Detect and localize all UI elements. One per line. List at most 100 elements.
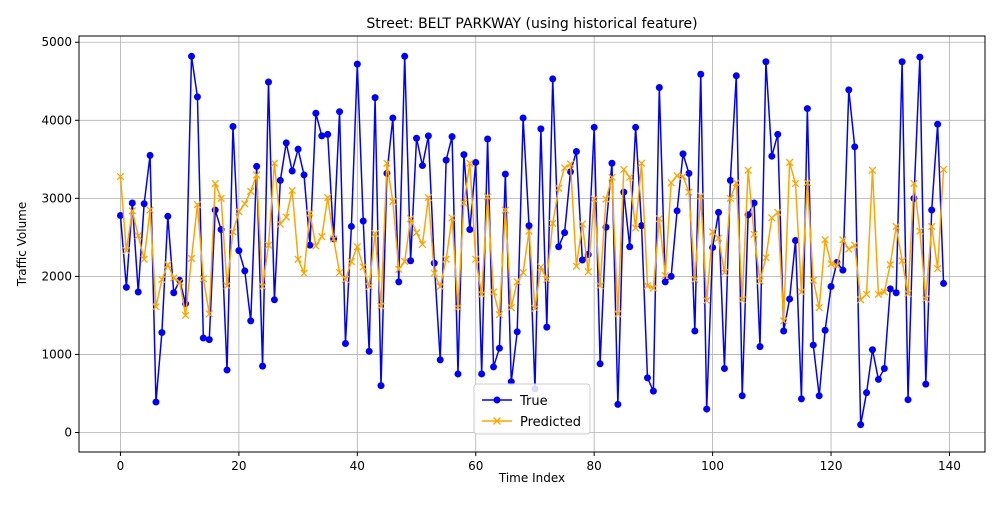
- data-point-true: [726, 176, 734, 184]
- data-point-true: [247, 317, 255, 325]
- data-point-true: [306, 241, 314, 249]
- data-point-true: [928, 206, 936, 214]
- x-tick-label: 140: [938, 459, 961, 473]
- data-point-predicted: [886, 260, 895, 269]
- data-point-true: [886, 285, 894, 293]
- data-point-predicted: [892, 222, 900, 231]
- data-point-true: [259, 362, 267, 370]
- data-point-predicted: [531, 304, 539, 313]
- data-point-true: [519, 114, 527, 122]
- data-point-predicted: [495, 310, 504, 319]
- data-point-true: [484, 135, 492, 143]
- data-point-true: [318, 132, 326, 140]
- data-point-predicted: [850, 241, 859, 249]
- data-point-predicted: [620, 165, 628, 174]
- x-tick-label: 120: [820, 459, 843, 473]
- data-point-true: [774, 130, 782, 138]
- data-point-predicted: [270, 159, 279, 167]
- data-point-true: [922, 380, 930, 388]
- data-point-predicted: [779, 317, 788, 325]
- data-point-true: [365, 347, 373, 355]
- data-point-true: [667, 272, 675, 280]
- data-point-true: [146, 151, 154, 159]
- data-point-true: [756, 343, 764, 351]
- data-point-true: [140, 200, 148, 208]
- data-point-predicted: [483, 193, 492, 201]
- data-point-true: [868, 346, 876, 354]
- data-point-predicted: [572, 262, 581, 271]
- data-point-predicted: [791, 179, 800, 188]
- data-point-true: [436, 356, 444, 364]
- data-point-true: [359, 217, 367, 225]
- data-point-predicted: [845, 245, 853, 253]
- data-point-true: [211, 206, 219, 214]
- data-point-predicted: [673, 171, 681, 180]
- data-point-predicted: [726, 194, 735, 203]
- data-point-predicted: [880, 288, 889, 296]
- data-point-predicted: [525, 227, 533, 235]
- data-point-true: [276, 176, 284, 184]
- data-point-true: [193, 93, 201, 101]
- data-point-true: [916, 53, 924, 61]
- data-point-predicted: [643, 281, 652, 290]
- data-point-predicted: [922, 295, 930, 303]
- data-point-true: [199, 334, 207, 342]
- data-point-predicted: [839, 235, 847, 244]
- data-point-predicted: [424, 193, 433, 202]
- legend-true-label: True: [519, 394, 548, 409]
- data-point-predicted: [637, 159, 646, 167]
- data-point-true: [549, 75, 557, 83]
- data-point-predicted: [898, 257, 906, 265]
- data-point-true: [188, 52, 196, 60]
- data-point-true: [673, 207, 681, 215]
- data-point-true: [158, 329, 166, 337]
- data-point-predicted: [140, 255, 148, 263]
- data-point-predicted: [128, 207, 137, 215]
- data-point-predicted: [288, 186, 296, 195]
- data-point-predicted: [454, 303, 462, 312]
- data-point-true: [561, 229, 569, 237]
- data-point-predicted: [181, 311, 190, 320]
- data-point-predicted: [294, 255, 302, 263]
- data-point-true: [513, 328, 521, 336]
- data-point-predicted: [631, 224, 640, 232]
- data-point-predicted: [732, 178, 741, 187]
- data-point-true: [377, 382, 385, 390]
- data-point-true: [685, 169, 693, 177]
- data-point-predicted: [359, 263, 367, 271]
- data-point-predicted: [933, 264, 942, 273]
- data-point-true: [626, 243, 634, 251]
- data-point-predicted: [868, 166, 877, 175]
- data-point-true: [555, 243, 563, 251]
- data-point-predicted: [762, 253, 770, 262]
- data-point-predicted: [353, 242, 362, 251]
- data-point-true: [294, 145, 302, 153]
- data-point-true: [472, 158, 480, 166]
- data-point-predicted: [341, 275, 350, 284]
- data-point-predicted: [566, 160, 575, 168]
- data-point-true: [282, 139, 290, 147]
- x-tick-label: 80: [587, 459, 602, 473]
- data-point-predicted: [543, 275, 551, 284]
- legend-predicted-label: Predicted: [520, 415, 581, 430]
- data-point-predicted: [235, 207, 243, 216]
- data-point-true: [792, 236, 800, 244]
- data-point-true: [241, 267, 249, 275]
- data-point-true: [661, 278, 669, 286]
- data-point-true: [578, 256, 586, 264]
- data-point-predicted: [507, 303, 516, 312]
- data-point-true: [632, 123, 640, 131]
- data-point-true: [401, 52, 409, 60]
- data-point-predicted: [702, 296, 711, 305]
- x-tick-label: 20: [231, 459, 246, 473]
- data-point-true: [821, 326, 829, 334]
- data-point-predicted: [614, 310, 622, 318]
- data-point-true: [638, 222, 646, 230]
- data-point-predicted: [158, 275, 166, 284]
- data-point-true: [490, 363, 498, 371]
- data-point-true: [424, 132, 432, 140]
- data-point-predicted: [821, 235, 829, 244]
- legend-true-marker: [493, 396, 501, 404]
- data-point-true: [596, 360, 604, 368]
